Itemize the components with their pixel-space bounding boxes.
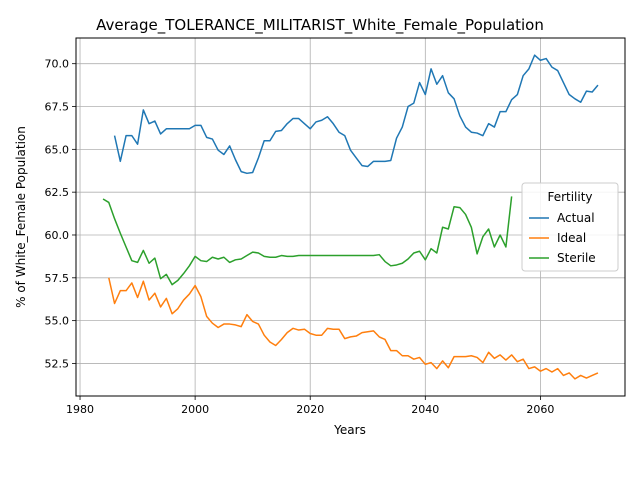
series-ideal (108, 277, 599, 380)
legend-box (521, 182, 619, 272)
y-tick-label: 70.0 (45, 58, 70, 71)
y-tick-label: 55.0 (45, 315, 70, 328)
x-tick-label: 2020 (296, 403, 324, 416)
y-tick-label: 62.5 (45, 186, 70, 199)
x-tick-label: 2040 (411, 403, 439, 416)
x-tick-label: 2060 (526, 403, 554, 416)
y-tick-label: 52.5 (45, 357, 70, 370)
legend-entries: Actual Ideal Sterile (529, 211, 596, 265)
legend-label: Sterile (557, 251, 596, 265)
legend-entry-sterile: Sterile (529, 251, 596, 265)
x-axis-label: Years (333, 423, 366, 437)
y-axis-label: % of White_Female Population (14, 126, 28, 308)
plot-frame (75, 37, 626, 397)
y-tick-label: 60.0 (45, 229, 70, 242)
x-tick-label: 1980 (66, 403, 94, 416)
x-tick-label: 2000 (181, 403, 209, 416)
series-layer (102, 54, 599, 380)
y-tick-label: 57.5 (45, 272, 70, 285)
legend: Fertility Actual Ideal Sterile (521, 182, 619, 272)
series-line-sterile (102, 196, 513, 286)
series-line-ideal (108, 277, 599, 380)
chart-title: Average_TOLERANCE_MILITARIST_White_Femal… (96, 16, 544, 35)
series-sterile (102, 196, 513, 286)
legend-label: Ideal (557, 231, 586, 245)
x-axis-ticks: 1980 2000 2020 2040 2060 (66, 396, 554, 416)
legend-entry-ideal: Ideal (529, 231, 586, 245)
y-axis-ticks: 52.5 55.0 57.5 60.0 62.5 65.0 67.5 70.0 (45, 58, 76, 370)
y-tick-label: 67.5 (45, 101, 70, 114)
y-tick-label: 65.0 (45, 143, 70, 156)
series-actual (113, 54, 599, 175)
legend-title: Fertility (547, 190, 592, 204)
legend-label: Actual (557, 211, 595, 225)
legend-entry-actual: Actual (529, 211, 595, 225)
